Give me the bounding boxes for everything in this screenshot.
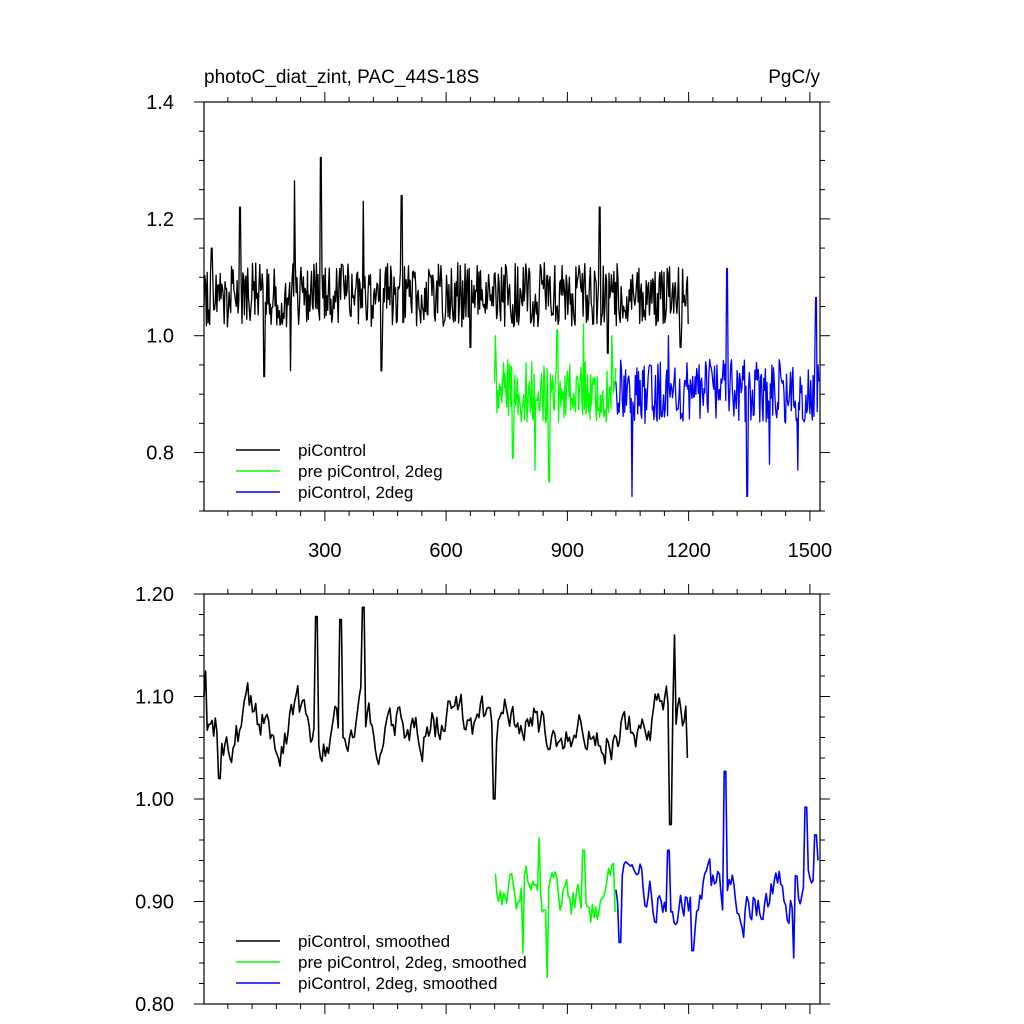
series-line-bottom-0 — [203, 606, 689, 826]
y-tick-label: 1.00 — [135, 789, 174, 811]
series-line-top-1 — [493, 323, 617, 483]
x-tick-label: 900 — [551, 540, 584, 562]
x-tick-label: 1500 — [788, 540, 833, 562]
x-tick-label: 300 — [308, 540, 341, 562]
bottom-y-tick-labels: 0.80 0.90 1.00 1.10 1.20 — [135, 584, 174, 1016]
series-line-top-0 — [203, 156, 689, 378]
y-tick-label: 0.8 — [146, 443, 174, 465]
top-axis-ticks — [194, 92, 830, 521]
y-tick-label: 1.4 — [146, 92, 174, 114]
y-tick-label: 1.2 — [146, 209, 174, 231]
top-plot-frame — [203, 101, 821, 512]
y-tick-label: 0.90 — [135, 892, 174, 914]
bottom-series-lines — [203, 606, 819, 979]
series-line-bottom-1 — [494, 837, 616, 979]
legend-label-pre-picontrol-2deg: pre piControl, 2deg — [298, 462, 443, 481]
bottom-plot-frame — [203, 593, 821, 1005]
x-tick-label: 600 — [429, 540, 462, 562]
y-tick-label: 1.10 — [135, 687, 174, 709]
top-series-lines — [203, 156, 820, 498]
series-line-bottom-2 — [615, 770, 819, 959]
top-y-tick-labels: 0.8 1.0 1.2 1.4 — [146, 92, 174, 465]
legend-label-picontrol: piControl — [298, 441, 366, 460]
top-x-tick-labels: 300 600 900 1200 1500 — [308, 540, 832, 562]
bottom-axis-ticks — [194, 584, 830, 1014]
legend-label-picontrol-2deg-smoothed: piControl, 2deg, smoothed — [298, 974, 497, 993]
bottom-legend: piControl, smoothed pre piControl, 2deg,… — [236, 932, 527, 993]
y-tick-label: 1.20 — [135, 584, 174, 606]
top-panel: 0.8 1.0 1.2 1.4 300 600 900 1200 1500 piControl… — [146, 92, 832, 562]
chart-title: photoC_diat_zint, PAC_44S-18S — [204, 67, 479, 88]
y-tick-label: 1.0 — [146, 326, 174, 348]
series-line-top-2 — [615, 267, 820, 498]
legend-label-picontrol-smoothed: piControl, smoothed — [298, 932, 450, 951]
top-legend: piControl pre piControl, 2deg piControl,… — [236, 441, 443, 502]
units-label: PgC/y — [768, 67, 820, 88]
bottom-panel: 0.80 0.90 1.00 1.10 1.20 piControl, smoothed… — [135, 584, 830, 1016]
x-tick-label: 1200 — [666, 540, 711, 562]
y-tick-label: 0.80 — [135, 994, 174, 1016]
legend-label-pre-picontrol-2deg-smoothed: pre piControl, 2deg, smoothed — [298, 953, 527, 972]
legend-label-picontrol-2deg: piControl, 2deg — [298, 483, 413, 502]
